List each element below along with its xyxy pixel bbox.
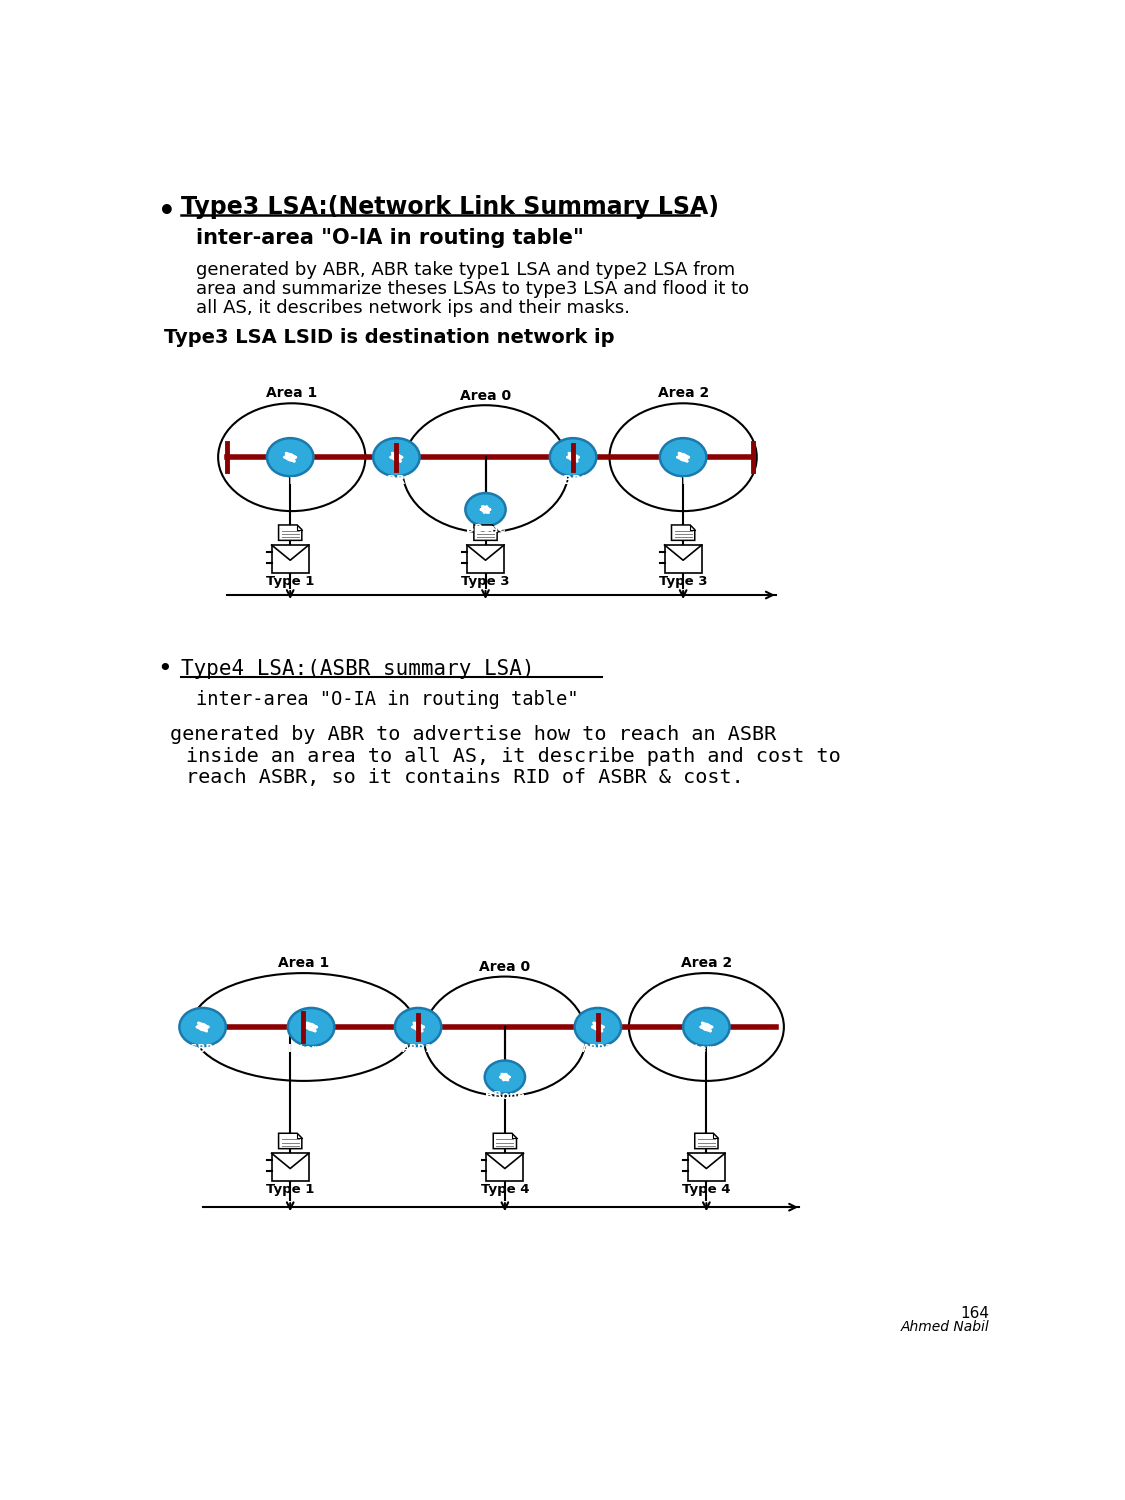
Ellipse shape — [179, 1008, 226, 1046]
Text: Type 4: Type 4 — [682, 1184, 730, 1197]
Text: Type 3: Type 3 — [461, 574, 510, 588]
Polygon shape — [695, 1134, 718, 1149]
Text: Area 0: Area 0 — [479, 960, 531, 974]
Ellipse shape — [288, 1008, 334, 1046]
Text: Internal: Internal — [657, 474, 710, 488]
Text: reach ASBR, so it contains RID of ASBR & cost.: reach ASBR, so it contains RID of ASBR &… — [186, 768, 744, 788]
Text: Type3 LSA LSID is destination network ip: Type3 LSA LSID is destination network ip — [164, 328, 614, 346]
Text: Area 0: Area 0 — [460, 388, 511, 402]
Text: Internal: Internal — [288, 1044, 334, 1053]
Text: Area 2: Area 2 — [657, 386, 709, 400]
Text: BBone: BBone — [466, 524, 505, 534]
Text: generated by ABR to advertise how to reach an ASBR: generated by ABR to advertise how to rea… — [170, 724, 776, 744]
Text: •: • — [158, 198, 176, 226]
Ellipse shape — [660, 438, 706, 477]
Text: ABR1: ABR1 — [379, 474, 414, 488]
Ellipse shape — [374, 438, 420, 477]
Text: Type4 LSA:(ASBR summary LSA): Type4 LSA:(ASBR summary LSA) — [181, 658, 534, 680]
Bar — [665, 544, 702, 573]
Text: ABR1: ABR1 — [403, 1044, 434, 1053]
Polygon shape — [279, 525, 302, 540]
Bar — [271, 544, 308, 573]
Ellipse shape — [395, 1008, 441, 1046]
Text: area and summarize theses LSAs to type3 LSA and flood it to: area and summarize theses LSAs to type3 … — [197, 280, 749, 298]
Polygon shape — [474, 525, 497, 540]
Ellipse shape — [466, 494, 505, 526]
Text: Internal: Internal — [264, 474, 316, 488]
Text: Area 1: Area 1 — [278, 956, 328, 970]
Ellipse shape — [550, 438, 596, 477]
Text: inter-area "O-IA in routing table": inter-area "O-IA in routing table" — [197, 228, 584, 248]
Bar — [687, 1154, 724, 1180]
Bar — [271, 1154, 308, 1180]
Text: Type 4: Type 4 — [480, 1184, 529, 1197]
Text: Type 1: Type 1 — [266, 574, 314, 588]
Text: Type 1: Type 1 — [266, 1184, 314, 1197]
Text: ABR2: ABR2 — [556, 474, 591, 488]
Text: 164: 164 — [961, 1305, 989, 1320]
Polygon shape — [493, 1134, 516, 1149]
Ellipse shape — [575, 1008, 621, 1046]
Text: inside an area to all AS, it describe path and cost to: inside an area to all AS, it describe pa… — [186, 747, 840, 765]
Text: all AS, it describes network ips and their masks.: all AS, it describes network ips and the… — [197, 300, 630, 318]
Text: Type3 LSA:(Network Link Summary LSA): Type3 LSA:(Network Link Summary LSA) — [181, 195, 719, 219]
Text: Type 3: Type 3 — [659, 574, 708, 588]
Polygon shape — [279, 1134, 302, 1149]
Ellipse shape — [485, 1060, 525, 1094]
Text: ASBR1: ASBR1 — [183, 1044, 222, 1053]
Text: Internal: Internal — [683, 1044, 730, 1053]
Bar — [467, 544, 504, 573]
Text: Area 2: Area 2 — [681, 956, 732, 970]
Bar — [486, 1154, 523, 1180]
Text: Area 1: Area 1 — [267, 386, 317, 400]
Polygon shape — [672, 525, 695, 540]
Text: BBone: BBone — [485, 1092, 524, 1101]
Text: generated by ABR, ABR take type1 LSA and type2 LSA from: generated by ABR, ABR take type1 LSA and… — [197, 261, 736, 279]
Text: Ahmed Nabil: Ahmed Nabil — [900, 1320, 989, 1334]
Ellipse shape — [267, 438, 314, 477]
Text: inter-area "O-IA in routing table": inter-area "O-IA in routing table" — [197, 690, 579, 708]
Ellipse shape — [683, 1008, 730, 1046]
Text: ABR2: ABR2 — [583, 1044, 613, 1053]
Text: •: • — [158, 657, 172, 681]
